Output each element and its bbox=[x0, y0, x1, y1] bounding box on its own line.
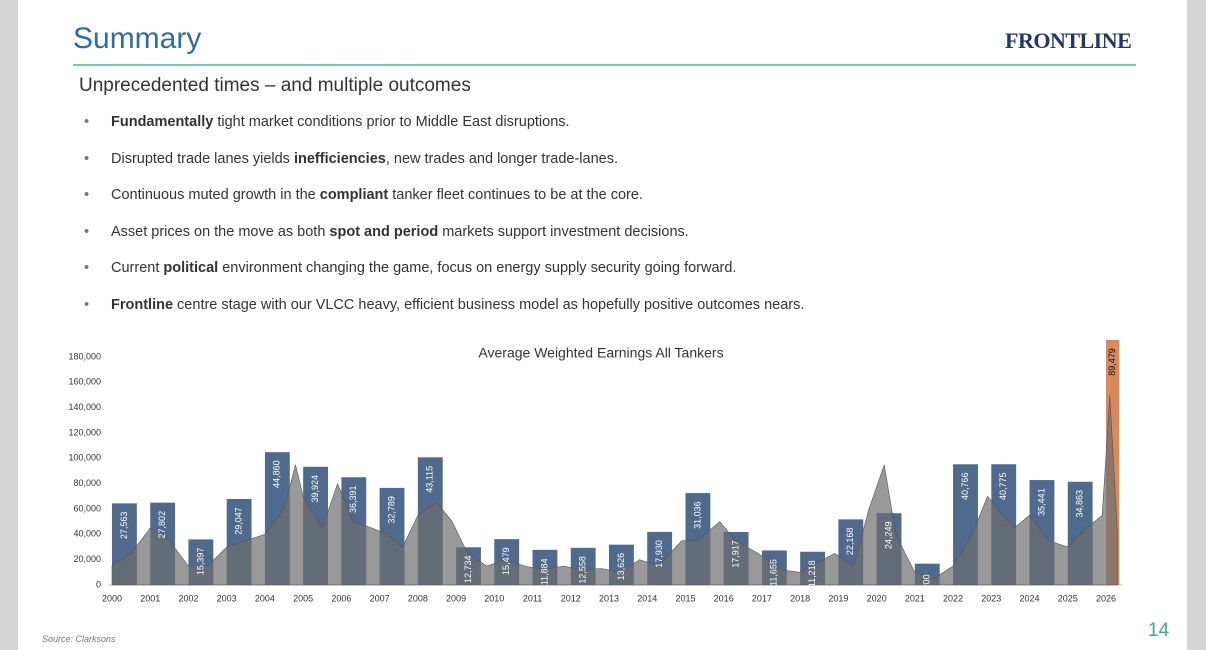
x-tick-label: 2012 bbox=[561, 593, 581, 603]
bullet-text: Current bbox=[111, 260, 164, 276]
x-tick-label: 2023 bbox=[981, 593, 1001, 603]
data-label: 89,479 bbox=[1107, 348, 1117, 376]
slide-title: Summary bbox=[73, 22, 202, 55]
bullet-text: , new trades and longer trade-lanes. bbox=[385, 150, 618, 167]
x-tick-label: 2015 bbox=[675, 593, 695, 603]
bullet: Continuous muted growth in the compliant… bbox=[82, 187, 804, 224]
x-tick-label: 2003 bbox=[217, 593, 237, 603]
x-tick-label: 2006 bbox=[331, 593, 351, 603]
x-tick-label: 2014 bbox=[637, 593, 657, 603]
subtitle: Unprecedented times – and multiple outco… bbox=[79, 75, 471, 96]
data-label: 32,789 bbox=[386, 496, 396, 524]
bullet-text: Continuous muted growth in the bbox=[111, 187, 320, 203]
y-tick-label: 160,000 bbox=[68, 377, 101, 387]
data-label: 39,924 bbox=[310, 475, 320, 503]
y-tick-label: 60,000 bbox=[73, 503, 101, 513]
x-tick-label: 2018 bbox=[790, 593, 810, 603]
data-label: 11,884 bbox=[539, 558, 549, 585]
data-label: 35,441 bbox=[1036, 488, 1046, 516]
data-label: 11,655 bbox=[769, 559, 779, 586]
x-tick-label: 2007 bbox=[370, 593, 390, 603]
data-label: 44,860 bbox=[272, 460, 282, 488]
data-label: 7,200 bbox=[922, 574, 932, 597]
x-tick-label: 2011 bbox=[523, 593, 542, 603]
x-tick-label: 2024 bbox=[1020, 593, 1040, 603]
x-tick-label: 2016 bbox=[714, 593, 734, 603]
bullet-text: inefficiencies bbox=[293, 150, 386, 167]
x-tick-label: 2021 bbox=[905, 593, 925, 603]
data-label: 31,036 bbox=[692, 501, 702, 529]
data-label: 12,558 bbox=[578, 556, 588, 584]
x-tick-label: 2017 bbox=[752, 593, 772, 603]
x-tick-label: 2010 bbox=[484, 593, 504, 603]
data-label: 36,391 bbox=[348, 485, 358, 513]
bullet-text: political bbox=[163, 260, 219, 276]
data-label: 13,626 bbox=[616, 553, 626, 581]
x-tick-label: 2022 bbox=[943, 593, 963, 603]
x-tick-label: 2025 bbox=[1058, 593, 1078, 603]
y-tick-label: 180,000 bbox=[68, 351, 101, 361]
x-tick-label: 2013 bbox=[599, 593, 619, 603]
y-tick-label: 140,000 bbox=[68, 402, 101, 412]
bullet: Current political environment changing t… bbox=[82, 260, 804, 297]
data-label: 22,168 bbox=[845, 528, 855, 556]
bullet-text: Fundamentally bbox=[111, 114, 214, 130]
logo: FRONTLINE bbox=[1005, 28, 1132, 53]
data-label: 40,775 bbox=[998, 472, 1008, 500]
data-label: 17,917 bbox=[730, 540, 740, 568]
bullet-text: environment changing the game, focus on … bbox=[218, 260, 737, 276]
y-tick-label: 80,000 bbox=[73, 478, 101, 488]
bullet: Disrupted trade lanes yields inefficienc… bbox=[82, 151, 804, 188]
bullet-text: compliant bbox=[319, 187, 389, 203]
x-tick-label: 2026 bbox=[1096, 593, 1116, 603]
y-tick-label: 100,000 bbox=[68, 453, 101, 463]
source-note: Source: Clarksons bbox=[42, 634, 116, 644]
data-label: 15,479 bbox=[501, 547, 511, 575]
data-label: 27,563 bbox=[119, 512, 129, 540]
data-label: 27,802 bbox=[157, 511, 167, 539]
data-label: 34,863 bbox=[1075, 490, 1085, 518]
x-tick-label: 2000 bbox=[102, 593, 122, 603]
y-tick-label: 0 bbox=[96, 579, 101, 589]
bullet: Asset prices on the move as both spot an… bbox=[82, 224, 804, 261]
x-tick-label: 2019 bbox=[828, 593, 848, 603]
data-label: 43,115 bbox=[425, 466, 435, 493]
bullet-text: Disrupted trade lanes yields bbox=[111, 150, 294, 167]
data-label: 24,249 bbox=[883, 521, 893, 549]
data-label: 12,734 bbox=[463, 556, 473, 584]
bullet-text: markets support investment decisions. bbox=[438, 223, 689, 240]
data-label: 29,047 bbox=[233, 507, 243, 535]
x-tick-label: 2004 bbox=[255, 593, 275, 603]
data-label: 15,397 bbox=[195, 548, 205, 576]
bullet-text: tight market conditions prior to Middle … bbox=[213, 114, 570, 130]
bullet-text: centre stage with our VLCC heavy, effici… bbox=[173, 296, 805, 313]
y-tick-label: 120,000 bbox=[68, 427, 101, 437]
bullet-text: spot and period bbox=[329, 223, 439, 240]
plot bbox=[111, 340, 1120, 586]
x-tick-label: 2001 bbox=[140, 593, 160, 603]
data-label: 17,930 bbox=[654, 540, 664, 568]
page-number: 14 bbox=[1148, 620, 1170, 641]
x-tick-label: 2009 bbox=[446, 593, 466, 603]
chart-title: Average Weighted Earnings All Tankers bbox=[478, 345, 723, 361]
x-tick-label: 2002 bbox=[178, 593, 198, 603]
bullet: Frontline centre stage with our VLCC hea… bbox=[82, 297, 804, 334]
data-label: 11,218 bbox=[807, 560, 817, 587]
y-tick-label: 40,000 bbox=[73, 529, 101, 539]
data-label: 40,766 bbox=[960, 473, 970, 501]
x-tick-label: 2020 bbox=[867, 593, 887, 603]
bullet-text: Asset prices on the move as both bbox=[111, 223, 330, 240]
x-tick-label: 2005 bbox=[293, 593, 313, 603]
x-tick-label: 2008 bbox=[408, 593, 428, 603]
bullet-list: Fundamentally tight market conditions pr… bbox=[82, 114, 804, 333]
title-rule bbox=[73, 64, 1136, 66]
bullet-text: Frontline bbox=[111, 296, 174, 313]
bullet-text: tanker fleet continues to be at the core… bbox=[388, 187, 643, 203]
bullet: Fundamentally tight market conditions pr… bbox=[82, 114, 804, 151]
area bbox=[111, 394, 1118, 586]
y-tick-label: 20,000 bbox=[73, 554, 101, 564]
